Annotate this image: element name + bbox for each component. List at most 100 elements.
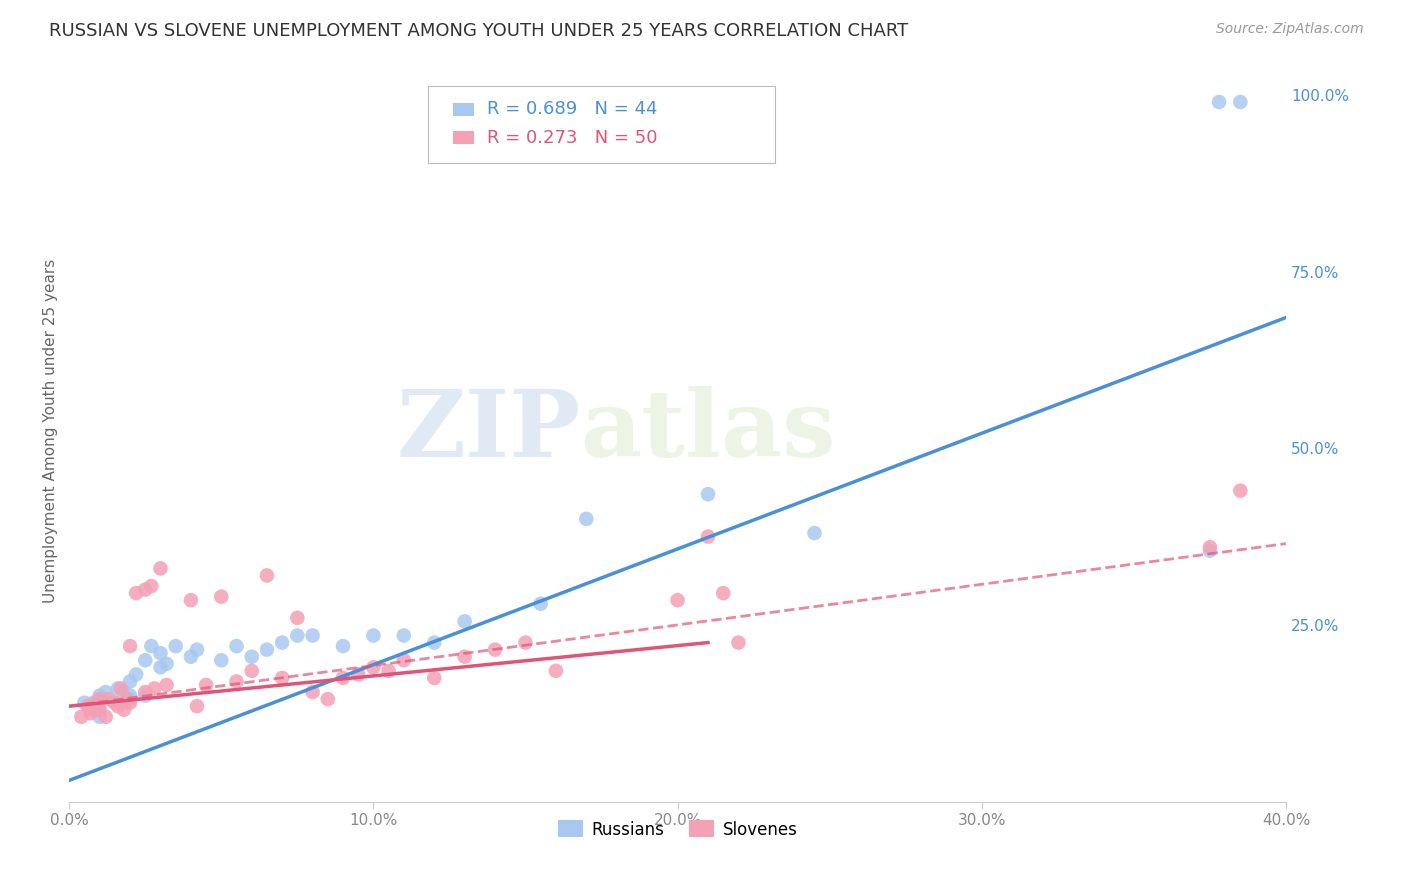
Point — [363, 660, 385, 674]
Point — [107, 681, 129, 696]
Point — [225, 674, 247, 689]
Y-axis label: Unemployment Among Youth under 25 years: Unemployment Among Youth under 25 years — [44, 259, 58, 603]
Point — [143, 681, 166, 696]
Point — [79, 703, 101, 717]
Point — [225, 639, 247, 653]
Point — [186, 642, 208, 657]
Point — [803, 526, 825, 541]
Point — [125, 586, 148, 600]
Text: Source: ZipAtlas.com: Source: ZipAtlas.com — [1216, 22, 1364, 37]
Point — [301, 685, 323, 699]
Point — [86, 703, 108, 717]
Point — [180, 649, 202, 664]
FancyBboxPatch shape — [453, 131, 474, 145]
Point — [76, 699, 98, 714]
Point — [377, 664, 399, 678]
Point — [86, 696, 108, 710]
Point — [134, 653, 156, 667]
Point — [1199, 543, 1222, 558]
Point — [104, 696, 127, 710]
Point — [240, 649, 263, 664]
Point — [697, 530, 720, 544]
Point — [301, 628, 323, 642]
Point — [110, 681, 132, 696]
Point — [120, 674, 142, 689]
Point — [530, 597, 553, 611]
Point — [423, 635, 446, 649]
Point — [256, 568, 278, 582]
Text: ZIP: ZIP — [396, 385, 581, 475]
Point — [1229, 483, 1251, 498]
Point — [89, 710, 111, 724]
Point — [316, 692, 339, 706]
Point — [1199, 540, 1222, 554]
Point — [94, 710, 117, 724]
Point — [666, 593, 689, 607]
Point — [155, 657, 177, 671]
Point — [240, 664, 263, 678]
Point — [727, 635, 749, 649]
Point — [134, 582, 156, 597]
Point — [141, 639, 163, 653]
Point — [83, 703, 105, 717]
Point — [209, 653, 232, 667]
Point — [711, 586, 734, 600]
Point — [271, 635, 294, 649]
Point — [544, 664, 567, 678]
Point — [1208, 95, 1230, 109]
Point — [285, 611, 308, 625]
Point — [115, 692, 138, 706]
Point — [155, 678, 177, 692]
Point — [97, 692, 120, 706]
Point — [120, 639, 142, 653]
Point — [83, 696, 105, 710]
Point — [120, 696, 142, 710]
Point — [89, 689, 111, 703]
Point — [120, 689, 142, 703]
Point — [392, 628, 415, 642]
Point — [180, 593, 202, 607]
Point — [515, 635, 537, 649]
FancyBboxPatch shape — [429, 86, 775, 163]
Point — [195, 678, 218, 692]
Point — [141, 579, 163, 593]
Point — [112, 703, 135, 717]
Point — [125, 667, 148, 681]
Point — [104, 696, 127, 710]
Point — [120, 692, 142, 706]
Point — [1229, 95, 1251, 109]
Point — [149, 660, 172, 674]
Text: RUSSIAN VS SLOVENE UNEMPLOYMENT AMONG YOUTH UNDER 25 YEARS CORRELATION CHART: RUSSIAN VS SLOVENE UNEMPLOYMENT AMONG YO… — [49, 22, 908, 40]
Text: R = 0.689   N = 44: R = 0.689 N = 44 — [486, 100, 657, 119]
Point — [363, 628, 385, 642]
Point — [256, 642, 278, 657]
Point — [70, 710, 93, 724]
Point — [73, 696, 96, 710]
Point — [149, 561, 172, 575]
Point — [134, 685, 156, 699]
Point — [453, 615, 475, 629]
Point — [149, 646, 172, 660]
Point — [332, 639, 354, 653]
Point — [332, 671, 354, 685]
Point — [575, 512, 598, 526]
Point — [89, 703, 111, 717]
Point — [134, 689, 156, 703]
Point — [107, 699, 129, 714]
Point — [453, 649, 475, 664]
Legend: Russians, Slovenes: Russians, Slovenes — [551, 814, 804, 846]
Point — [392, 653, 415, 667]
Point — [112, 685, 135, 699]
Point — [285, 628, 308, 642]
FancyBboxPatch shape — [453, 103, 474, 116]
Point — [165, 639, 187, 653]
Point — [423, 671, 446, 685]
Point — [697, 487, 720, 501]
Point — [209, 590, 232, 604]
Text: R = 0.273   N = 50: R = 0.273 N = 50 — [486, 128, 657, 146]
Point — [79, 706, 101, 721]
Point — [94, 685, 117, 699]
Point — [89, 703, 111, 717]
Point — [186, 699, 208, 714]
Point — [484, 642, 506, 657]
